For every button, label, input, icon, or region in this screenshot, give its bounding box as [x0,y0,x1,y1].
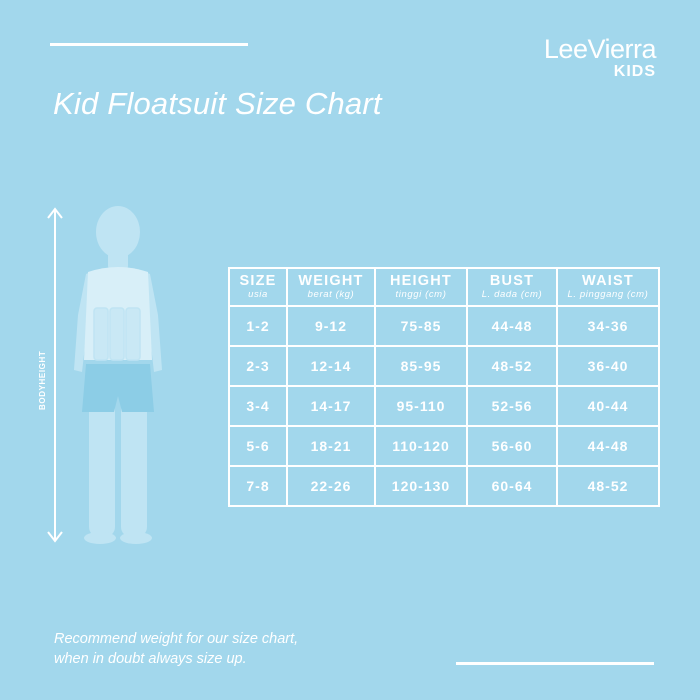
header-sub: L. dada (cm) [481,289,543,300]
cell-weight: 14-17 [286,385,376,427]
top-divider [50,43,248,46]
cell-bust: 44-48 [466,305,558,347]
cell-height: 75-85 [374,305,468,347]
cell-waist: 40-44 [556,385,660,427]
cell-weight: 22-26 [286,465,376,507]
cell-waist: 44-48 [556,425,660,467]
floatsuit-shorts [82,364,154,412]
cell-size: 3-4 [228,385,288,427]
cell-height: 110-120 [374,425,468,467]
header-label: BUST [489,273,535,289]
cell-height: 85-95 [374,345,468,387]
brand-name: LeeVierra [543,34,657,64]
cell-waist: 34-36 [556,305,660,347]
cell-bust: 56-60 [466,425,558,467]
header-label: WAIST [582,273,634,289]
child-figure-illustration: BODYHEIGHT [38,206,162,544]
floatsuit-vest [84,267,152,361]
header-size: SIZE usia [228,267,288,307]
header-height: HEIGHT tinggi (cm) [374,267,468,307]
cell-bust: 52-56 [466,385,558,427]
cell-weight: 12-14 [286,345,376,387]
cell-weight: 18-21 [286,425,376,467]
header-label: WEIGHT [298,273,364,289]
table-header-row: SIZE usia WEIGHT berat (kg) HEIGHT tingg… [228,267,660,307]
header-sub: tinggi (cm) [395,289,447,300]
table-row: 1-2 9-12 75-85 44-48 34-36 [228,305,660,347]
page-title: Kid Floatsuit Size Chart [53,86,382,121]
table-row: 2-3 12-14 85-95 48-52 36-40 [228,345,660,387]
cell-waist: 36-40 [556,345,660,387]
brand-logo: LeeVierra KIDS [543,34,657,80]
footnote: Recommend weight for our size chart, whe… [54,629,298,669]
header-bust: BUST L. dada (cm) [466,267,558,307]
cell-size: 1-2 [228,305,288,347]
cell-height: 120-130 [374,465,468,507]
cell-size: 7-8 [228,465,288,507]
cell-bust: 60-64 [466,465,558,507]
bodyheight-label: BODYHEIGHT [38,351,47,410]
height-arrow [47,207,63,543]
header-sub: usia [248,289,268,300]
header-label: HEIGHT [390,273,452,289]
brand-sub: KIDS [613,63,656,80]
header-sub: berat (kg) [307,289,355,300]
footnote-line: when in doubt always size up. [54,651,247,667]
size-chart-table: SIZE usia WEIGHT berat (kg) HEIGHT tingg… [228,267,660,507]
footnote-line: Recommend weight for our size chart, [54,631,299,647]
table-row: 3-4 14-17 95-110 52-56 40-44 [228,385,660,427]
header-label: SIZE [239,273,277,289]
cell-size: 2-3 [228,345,288,387]
table-row: 7-8 22-26 120-130 60-64 48-52 [228,465,660,507]
cell-height: 95-110 [374,385,468,427]
bottom-divider [456,662,654,665]
cell-waist: 48-52 [556,465,660,507]
header-waist: WAIST L. pinggang (cm) [556,267,660,307]
header-weight: WEIGHT berat (kg) [286,267,376,307]
table-row: 5-6 18-21 110-120 56-60 44-48 [228,425,660,467]
cell-size: 5-6 [228,425,288,467]
cell-bust: 48-52 [466,345,558,387]
cell-weight: 9-12 [286,305,376,347]
header-sub: L. pinggang (cm) [567,289,649,300]
